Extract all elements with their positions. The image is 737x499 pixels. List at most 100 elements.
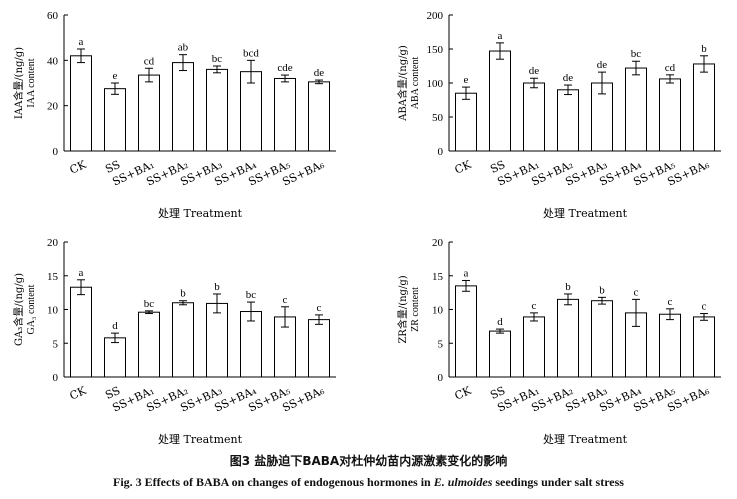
bar	[172, 62, 194, 152]
bar	[308, 81, 330, 152]
bar	[308, 319, 330, 378]
y-tick-label: 20	[432, 237, 444, 249]
significance-letter: bcd	[243, 47, 259, 59]
y-tick-label: 20	[47, 101, 59, 113]
bar	[489, 50, 511, 152]
y-tick-label: 60	[47, 10, 59, 22]
bar	[591, 300, 613, 378]
bar	[70, 55, 92, 152]
bar	[455, 92, 477, 152]
y-tick-label: 0	[438, 146, 444, 158]
category-label: CK	[68, 384, 89, 403]
significance-letter: de	[314, 67, 325, 79]
bar	[240, 71, 262, 152]
significance-letter: bc	[631, 48, 642, 60]
y-tick-label: 10	[432, 305, 444, 317]
significance-letter: d	[112, 320, 118, 332]
bar	[274, 77, 296, 152]
category-label: SS	[488, 384, 507, 402]
y-tick-label: 0	[438, 372, 444, 384]
x-axis-label: 处理 Treatment	[543, 433, 628, 446]
x-axis-label: 处理 Treatment	[158, 207, 243, 220]
bar	[523, 316, 545, 378]
significance-letter: c	[317, 302, 322, 314]
y-tick-label: 15	[432, 271, 444, 283]
significance-letter: a	[498, 30, 503, 42]
significance-letter: bc	[144, 298, 155, 310]
y-axis-label-cn: ABA含量/(ng/g)	[396, 45, 409, 122]
bar	[70, 286, 92, 378]
significance-letter: b	[214, 281, 220, 293]
figure-caption-chinese: 图3 盐胁迫下BABA对杜仲幼苗内源激素变化的影响	[229, 454, 508, 468]
significance-letter: b	[565, 281, 571, 293]
significance-letter: de	[597, 59, 608, 71]
y-axis-label-cn: ZR含量/(ng/g)	[396, 275, 409, 343]
y-tick-label: 200	[427, 10, 444, 22]
y-axis-label-en: IAA content	[26, 58, 37, 107]
y-axis-label-en: ZR content	[410, 287, 421, 332]
category-label: CK	[453, 158, 474, 177]
bar	[104, 88, 126, 152]
significance-letter: d	[497, 316, 503, 328]
bar	[455, 285, 477, 378]
significance-letter: cde	[277, 62, 292, 74]
y-tick-label: 5	[53, 338, 59, 350]
bar	[557, 298, 579, 378]
y-axis-label-en: GA₃ content	[26, 284, 37, 334]
y-tick-label: 100	[427, 78, 444, 90]
bar	[625, 67, 647, 152]
bar	[104, 337, 126, 378]
y-tick-label: 10	[47, 305, 59, 317]
caption-en-species: E. ulmoides	[433, 475, 493, 489]
significance-letter: cd	[665, 62, 676, 74]
caption-en-after: seedings under salt stress	[492, 475, 624, 489]
significance-letter: c	[702, 301, 707, 313]
y-axis-label-cn: IAA含量/(ng/g)	[12, 47, 25, 119]
y-tick-label: 150	[427, 44, 444, 56]
bar	[693, 63, 715, 152]
y-tick-label: 15	[47, 271, 59, 283]
category-label: CK	[453, 384, 474, 403]
y-tick-label: 50	[432, 112, 444, 124]
bar	[172, 302, 194, 378]
y-tick-label: 0	[53, 146, 59, 158]
category-label: CK	[68, 158, 89, 177]
significance-letter: a	[79, 36, 84, 48]
significance-letter: c	[668, 296, 673, 308]
bar	[557, 89, 579, 152]
significance-letter: bc	[212, 53, 223, 65]
y-tick-label: 40	[47, 55, 59, 67]
bar	[206, 302, 228, 378]
significance-letter: de	[529, 65, 540, 77]
significance-letter: e	[464, 74, 469, 86]
significance-letter: b	[599, 284, 605, 296]
bar	[489, 330, 511, 378]
bar	[659, 78, 681, 152]
significance-letter: a	[79, 267, 84, 279]
significance-letter: c	[634, 286, 639, 298]
significance-letter: ab	[178, 42, 189, 54]
significance-letter: e	[113, 70, 118, 82]
y-axis-label-en: ABA content	[410, 57, 421, 110]
significance-letter: de	[563, 72, 574, 84]
significance-letter: b	[701, 43, 707, 55]
y-tick-label: 0	[53, 372, 59, 384]
y-tick-label: 5	[438, 338, 444, 350]
y-tick-label: 20	[47, 237, 59, 249]
bar	[659, 313, 681, 378]
significance-letter: b	[180, 288, 186, 300]
significance-letter: c	[283, 294, 288, 306]
x-axis-label: 处理 Treatment	[158, 433, 243, 446]
significance-letter: bc	[246, 289, 257, 301]
x-axis-label: 处理 Treatment	[543, 207, 628, 220]
bar	[523, 82, 545, 152]
figure-caption-english: Fig. 3 Effects of BABA on changes of end…	[0, 475, 737, 490]
significance-letter: c	[532, 300, 537, 312]
bar	[138, 74, 160, 152]
caption-en-before: Fig. 3 Effects of BABA on changes of end…	[113, 475, 434, 489]
chart-panel-aba: 0 50 100 150 200 ABA含量/(ng/g) ABA content e CK a S…	[396, 10, 721, 220]
